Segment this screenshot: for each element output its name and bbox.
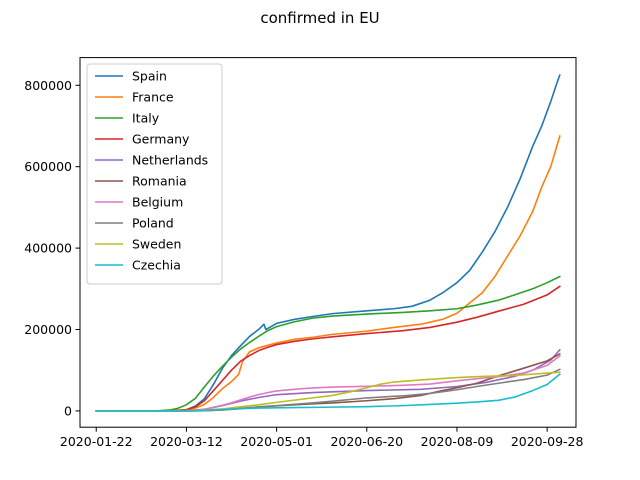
legend-label-italy: Italy [132, 111, 160, 126]
series-layer [95, 74, 561, 412]
series-line-france [95, 135, 561, 412]
legend-label-romania: Romania [132, 174, 187, 189]
legend-label-france: France [132, 90, 174, 105]
series-line-italy [95, 275, 561, 412]
series-line-germany [95, 285, 561, 412]
x-tick-label: 2020-09-28 [511, 434, 584, 449]
legend-label-czechia: Czechia [132, 258, 181, 273]
legend-label-netherlands: Netherlands [132, 153, 208, 168]
y-tick-label: 200000 [24, 322, 72, 337]
x-tick-label: 2020-05-01 [240, 434, 313, 449]
y-tick-label: 600000 [24, 159, 72, 174]
plot-frame [79, 57, 577, 428]
axes-layer [79, 57, 577, 428]
chart-title: confirmed in EU [260, 9, 379, 27]
series-line-belgium [95, 354, 561, 412]
legend-label-poland: Poland [132, 216, 174, 231]
ticks-layer: 2020-01-22 2020-03-12 2020-05-01 2020-06-20… [24, 78, 583, 449]
y-tick-label: 0 [64, 403, 72, 418]
x-tick-label: 2020-06-20 [330, 434, 403, 449]
legend-box [86, 63, 223, 285]
legend-label-germany: Germany [132, 132, 190, 147]
y-tick-label: 400000 [24, 241, 72, 256]
y-tick-label: 800000 [24, 78, 72, 93]
legend-label-sweden: Sweden [132, 237, 181, 252]
series-line-czechia [95, 373, 561, 412]
series-line-spain [95, 74, 561, 412]
legend: Spain France Italy Germany Netherlands Romani… [86, 63, 223, 285]
x-tick-label: 2020-01-22 [60, 434, 133, 449]
x-tick-label: 2020-03-12 [150, 434, 223, 449]
x-tick-label: 2020-08-09 [421, 434, 494, 449]
legend-label-spain: Spain [132, 69, 167, 84]
legend-label-belgium: Belgium [132, 195, 183, 210]
